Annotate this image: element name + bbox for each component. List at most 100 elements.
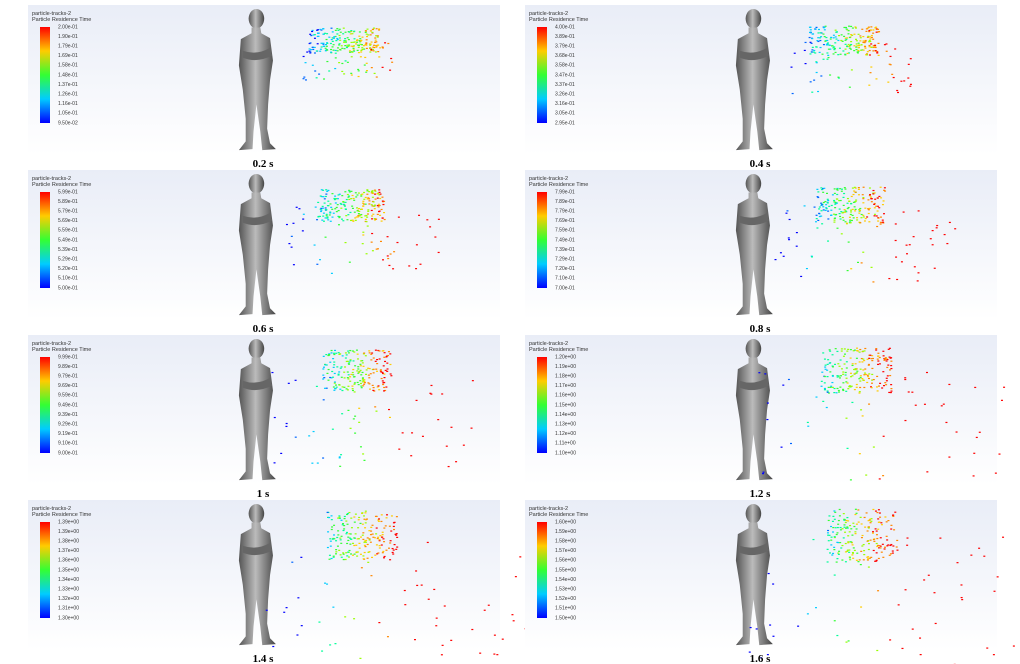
particle <box>749 626 752 629</box>
particle <box>850 268 853 270</box>
particle <box>788 239 791 241</box>
particle <box>343 515 346 518</box>
particle <box>867 527 870 529</box>
particle <box>829 552 832 554</box>
particle <box>868 195 871 197</box>
particle <box>849 376 852 378</box>
particle <box>357 75 360 78</box>
particle <box>787 378 790 381</box>
scale-label: 7.00e-01 <box>555 285 575 291</box>
particle <box>410 455 413 457</box>
particle <box>816 196 819 198</box>
particle <box>875 28 878 30</box>
particle <box>890 360 893 362</box>
particle <box>836 526 839 529</box>
particle <box>826 391 829 393</box>
particle <box>897 91 900 94</box>
particle <box>847 541 850 543</box>
particle <box>351 194 354 197</box>
particle <box>829 386 832 388</box>
particle <box>843 348 846 350</box>
particle <box>842 371 845 373</box>
particle <box>320 42 323 44</box>
particle <box>435 625 438 627</box>
particle <box>854 208 857 210</box>
particle <box>381 350 384 352</box>
particle <box>903 80 906 82</box>
particle <box>826 363 829 365</box>
particle <box>384 525 387 527</box>
particle <box>876 210 879 212</box>
particle <box>333 361 336 363</box>
particle <box>848 549 851 551</box>
particle <box>430 384 433 387</box>
particle <box>364 510 367 512</box>
particle <box>378 29 381 31</box>
particle <box>868 49 871 52</box>
particle <box>367 367 370 369</box>
particle <box>837 519 840 522</box>
particle <box>346 377 349 379</box>
particle <box>357 368 360 370</box>
particle <box>874 198 877 200</box>
particle <box>371 215 374 217</box>
scale-label: 1.31e+00 <box>58 606 79 612</box>
particle <box>907 77 910 79</box>
particle <box>832 366 835 368</box>
particle <box>365 33 368 35</box>
particle <box>315 77 318 79</box>
particle <box>346 513 349 516</box>
particle <box>948 383 951 386</box>
particle <box>844 211 847 213</box>
particle <box>350 517 353 519</box>
particle <box>883 359 886 361</box>
particle <box>888 63 891 65</box>
particle <box>874 560 877 562</box>
particle <box>769 624 772 626</box>
particle <box>382 365 385 367</box>
particle <box>360 567 363 569</box>
particle <box>358 516 361 519</box>
particle <box>972 475 975 477</box>
particle <box>309 33 312 35</box>
particle <box>833 391 836 394</box>
particle <box>907 63 910 65</box>
particle <box>879 382 882 384</box>
particle <box>487 604 490 606</box>
particle <box>829 371 832 373</box>
particle <box>366 189 369 191</box>
particle <box>748 651 751 653</box>
particle <box>873 192 876 194</box>
particle <box>365 47 368 50</box>
particle <box>364 355 367 357</box>
particle <box>376 363 379 365</box>
particle <box>842 355 845 357</box>
particle <box>304 62 307 64</box>
particle <box>878 521 881 523</box>
particle <box>361 371 364 374</box>
particle <box>873 202 876 205</box>
particle <box>817 40 820 43</box>
particle <box>848 216 851 218</box>
particle <box>960 584 963 586</box>
particle <box>356 49 359 52</box>
particle <box>843 187 846 189</box>
particle <box>874 528 877 530</box>
particle <box>848 47 851 49</box>
particle <box>325 193 328 195</box>
particle <box>855 46 858 48</box>
particle <box>889 639 892 641</box>
particle <box>843 26 846 29</box>
particle <box>312 430 315 433</box>
particle <box>372 46 375 48</box>
particle <box>862 41 865 44</box>
particle <box>758 372 761 374</box>
particle <box>353 30 356 32</box>
particle <box>872 378 875 381</box>
scale-label: 5.89e-01 <box>58 199 78 205</box>
particle <box>882 222 885 224</box>
particle <box>762 473 765 475</box>
particle <box>901 647 904 650</box>
particle <box>886 358 889 361</box>
particle <box>365 71 368 73</box>
